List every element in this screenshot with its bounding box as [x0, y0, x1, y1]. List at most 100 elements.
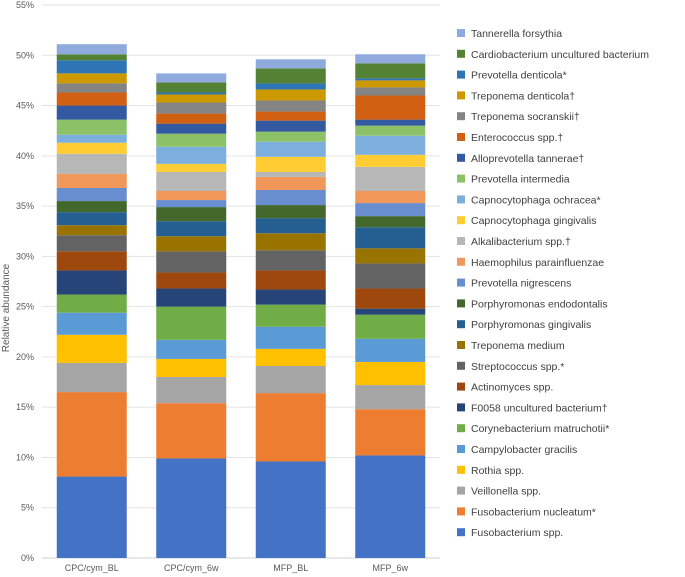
bar-segment: [56, 225, 127, 236]
y-tick-label: 15%: [16, 402, 34, 412]
bar-segment: [255, 190, 326, 206]
bar-segment: [355, 455, 426, 558]
bar-segment: [56, 312, 127, 335]
bar-segment: [56, 134, 127, 143]
legend-item: Prevotella nigrescens: [457, 278, 571, 290]
y-tick-label: 55%: [16, 0, 34, 10]
bar-segment: [255, 83, 326, 90]
bar-segment: [156, 171, 227, 192]
legend-item: Streptococcus spp.*: [457, 361, 564, 373]
legend-label: Streptococcus spp.*: [471, 361, 564, 373]
bar-segment: [355, 227, 426, 249]
legend-item: F0058 uncultured bacterium†: [457, 402, 608, 414]
bar-segment: [56, 362, 127, 393]
bar-segment: [255, 131, 326, 142]
y-tick-label: 35%: [16, 201, 34, 211]
legend-label: Tannerella forsythia: [471, 28, 562, 40]
legend-swatch: [457, 133, 465, 141]
bar-segment: [255, 289, 326, 305]
bar-segment: [56, 73, 127, 84]
bar-segment: [255, 233, 326, 251]
legend-label: Porphyromonas endodontalis: [471, 298, 608, 310]
bar-segment: [156, 94, 227, 103]
legend-item: Veillonella spp.: [457, 486, 541, 498]
legend-label: Fusobacterium spp.: [471, 527, 563, 539]
legend-label: Treponema medium: [471, 340, 565, 352]
bar-segment: [355, 288, 426, 309]
bar-segment: [355, 409, 426, 456]
bar-segment: [156, 113, 227, 124]
legend-item: Alloprevotella tannerae†: [457, 153, 584, 165]
legend-swatch: [457, 528, 465, 537]
bar-segment: [56, 251, 127, 271]
bar-segment: [355, 314, 426, 339]
bar-segment: [355, 80, 426, 88]
bar-segment: [56, 187, 127, 202]
legend-swatch: [457, 299, 465, 308]
legend-item: Treponema denticola†: [457, 90, 575, 102]
legend-swatch: [457, 49, 465, 58]
x-tick-label: MFP_BL: [273, 563, 308, 573]
bar-segment: [355, 87, 426, 96]
bar-segment: [355, 135, 426, 155]
y-tick-label: 30%: [16, 251, 34, 261]
bar-segment: [255, 365, 326, 394]
bar-segment: [355, 263, 426, 289]
legend-label: Enterococcus spp.†: [471, 132, 563, 144]
legend-item: Tannerella forsythia: [457, 28, 562, 40]
y-tick-label: 25%: [16, 302, 34, 312]
bar-segment: [355, 361, 426, 386]
bar-segment: [355, 385, 426, 410]
legend-label: F0058 uncultured bacterium†: [471, 402, 608, 414]
y-axis-label: Relative abundance: [1, 263, 12, 352]
bar-segment: [355, 63, 426, 79]
bar-segment: [156, 146, 227, 164]
bar-segment: [156, 200, 227, 208]
legend-item: Capnocytophaga ochracea*: [457, 194, 601, 206]
bar-segment: [156, 288, 227, 307]
legend-item: Enterococcus spp.†: [457, 132, 563, 144]
bar-segment: [255, 205, 326, 219]
bar-segment: [156, 73, 227, 83]
bar-segment: [156, 272, 227, 289]
legend-label: Alloprevotella tannerae†: [471, 153, 584, 165]
legend-swatch: [457, 382, 465, 391]
bar-segment: [56, 83, 127, 93]
bar-segment: [355, 95, 426, 120]
bar-segment: [255, 156, 326, 172]
bar-segment: [56, 212, 127, 226]
bar-segment: [56, 92, 127, 106]
x-tick-label: CPC/cym_BL: [65, 563, 119, 573]
legend-swatch: [457, 403, 465, 412]
legend-swatch: [457, 257, 465, 266]
y-tick-label: 45%: [16, 101, 34, 111]
bar-segment: [255, 348, 326, 366]
bar-segment: [56, 60, 127, 74]
legend-swatch: [457, 465, 465, 474]
bar-segment: [56, 142, 127, 154]
bar-segment: [156, 221, 227, 237]
legend-label: Prevotella denticola*: [471, 70, 567, 82]
legend-label: Fusobacterium nucleatum*: [471, 506, 596, 518]
bar-segment: [355, 54, 426, 64]
bar-segment: [56, 201, 127, 213]
legend-item: Alkalibacterium spp.†: [457, 236, 571, 248]
legend-item: Treponema medium: [457, 340, 565, 352]
x-axis-ticks: CPC/cym_BL CPC/cym_6w MFP_BL MFP_6w: [65, 563, 409, 573]
legend-swatch: [457, 91, 465, 100]
bar-segment: [355, 191, 426, 204]
bar-segment: [355, 216, 426, 228]
bar-segment: [56, 105, 127, 120]
bar-segment: [156, 102, 227, 114]
bar-segment: [255, 100, 326, 112]
bar-segment: [255, 250, 326, 271]
legend-label: Actinomyces spp.: [471, 382, 553, 394]
legend-label: Treponema denticola†: [471, 90, 575, 102]
x-tick-label: CPC/cym_6w: [164, 563, 219, 573]
bar-segment: [56, 392, 127, 477]
bar-segment: [56, 119, 127, 135]
legend-swatch: [457, 424, 465, 433]
legend-item: Treponema socranskii†: [457, 111, 580, 123]
y-axis-ticks: 0% 5% 10% 15% 20% 25% 30% 35% 40% 45% 50% 55%: [16, 0, 34, 563]
